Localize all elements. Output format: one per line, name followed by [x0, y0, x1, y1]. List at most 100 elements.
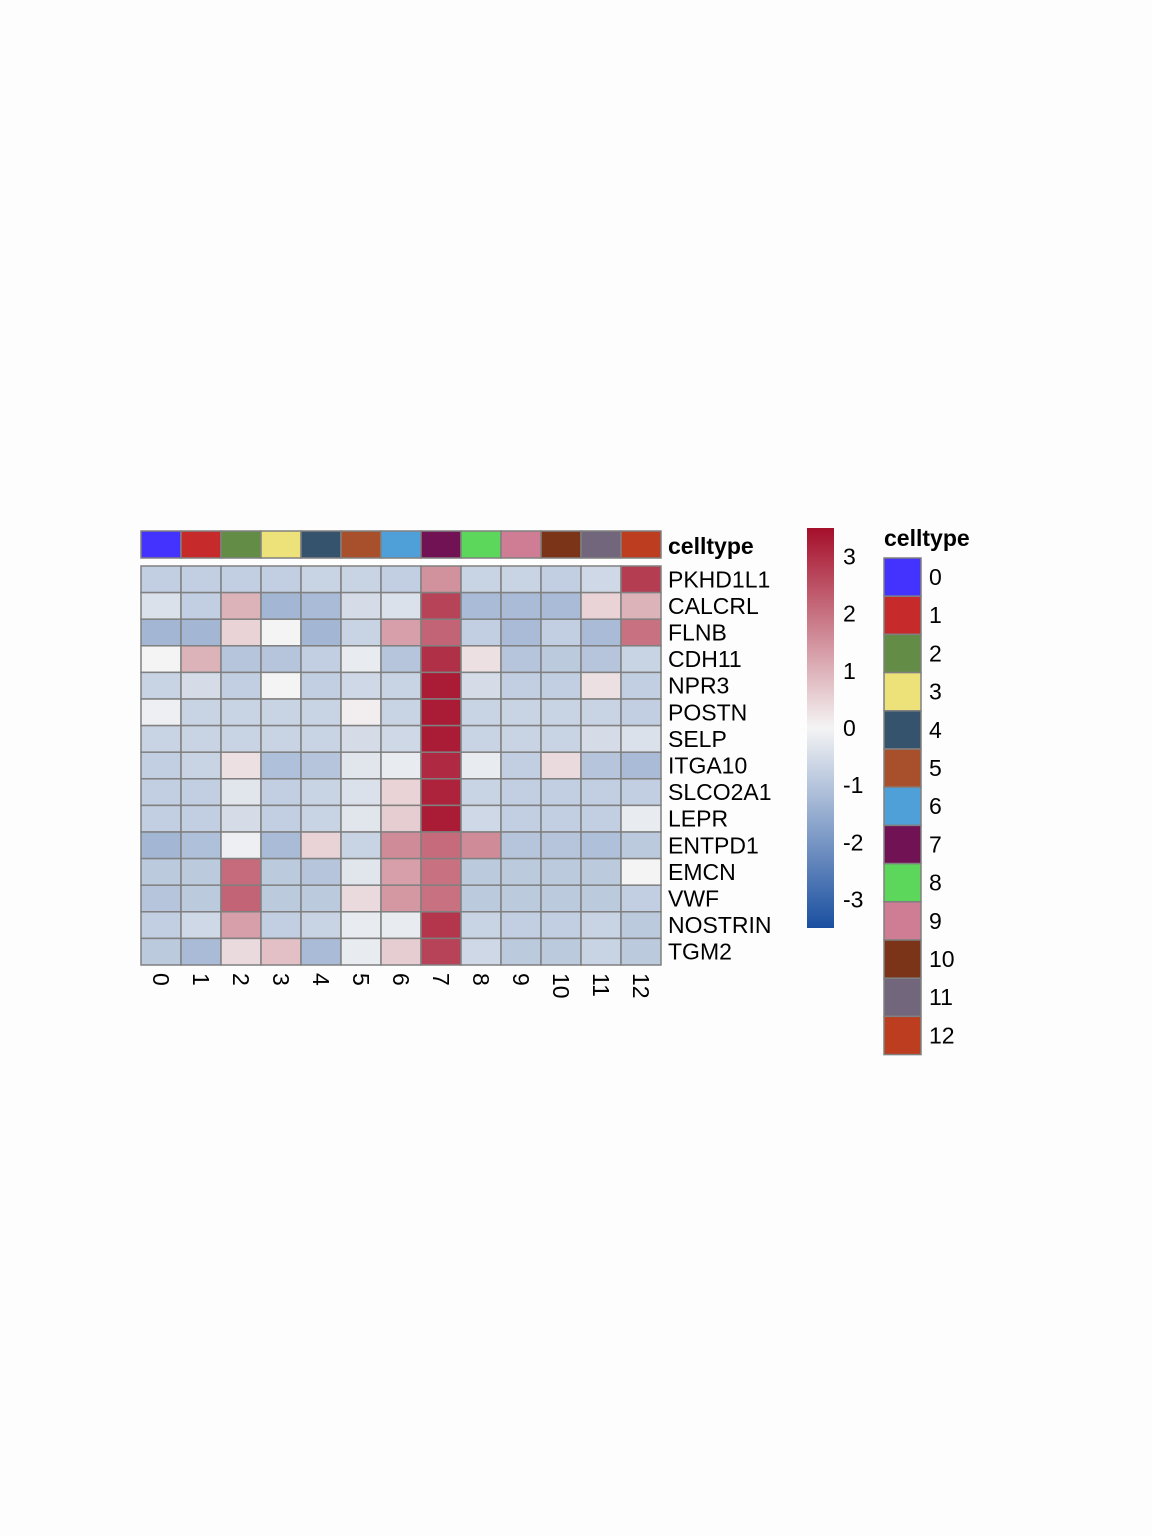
heatmap-cell — [220, 804, 262, 833]
heatmap-cell — [260, 671, 302, 700]
heatmap-cell — [620, 804, 662, 833]
heatmap-cell — [420, 884, 462, 913]
heatmap-cell — [180, 698, 222, 727]
heatmap-cell — [220, 778, 262, 807]
heatmap-cell — [340, 911, 382, 940]
annotation-cell-2 — [220, 530, 262, 559]
heatmap-cell — [460, 778, 502, 807]
heatmap-cell — [340, 671, 382, 700]
heatmap-cells — [140, 565, 662, 966]
heatmap-cell — [340, 831, 382, 860]
heatmap-cell — [220, 565, 262, 594]
legend-swatch-3 — [883, 671, 922, 712]
heatmap-cell — [620, 724, 662, 753]
heatmap-cell — [380, 911, 422, 940]
heatmap-cell — [340, 591, 382, 620]
heatmap-cell — [380, 565, 422, 594]
heatmap-cell — [540, 591, 582, 620]
heatmap-cell — [140, 937, 182, 966]
annotation-cell-12 — [620, 530, 662, 559]
heatmap-cell — [260, 565, 302, 594]
heatmap-cell — [180, 778, 222, 807]
legend-swatch-5 — [883, 748, 922, 788]
column-label-5: 5 — [348, 973, 374, 986]
heatmap-cell — [180, 565, 222, 594]
heatmap-cell — [500, 778, 542, 807]
legend-label-7: 7 — [929, 831, 942, 857]
heatmap-cell — [260, 911, 302, 940]
heatmap-cell — [500, 724, 542, 753]
heatmap-cell — [380, 831, 422, 860]
column-labels: 0 1 2 3 4 5 6 7 8 9 10 11 12 — [148, 973, 654, 999]
heatmap-cell — [180, 911, 222, 940]
heatmap-cell — [420, 857, 462, 886]
heatmap-cell — [260, 778, 302, 807]
legend-swatch-12 — [883, 1015, 922, 1056]
legend-swatch-11 — [883, 977, 922, 1018]
heatmap-cell — [300, 751, 342, 780]
legend-label-3: 3 — [929, 679, 942, 705]
heatmap-cell — [380, 804, 422, 833]
legend-swatch-10 — [883, 939, 922, 979]
heatmap-cell — [500, 937, 542, 966]
heatmap-cell — [540, 618, 582, 647]
row-label-TGM2: TGM2 — [668, 939, 732, 965]
heatmap-cell — [220, 751, 262, 780]
heatmap-cell — [460, 884, 502, 913]
heatmap-cell — [180, 804, 222, 833]
heatmap-cell — [180, 645, 222, 674]
legend-swatch-8 — [883, 862, 922, 903]
heatmap-cell — [380, 724, 422, 753]
heatmap-cell — [500, 857, 542, 886]
heatmap-cell — [540, 698, 582, 727]
heatmap-cell — [620, 618, 662, 647]
legend-swatch-6 — [883, 786, 922, 827]
heatmap-cell — [300, 884, 342, 913]
heatmap-cell — [180, 724, 222, 753]
legend-swatch-4 — [883, 710, 922, 750]
heatmap-cell — [180, 671, 222, 700]
heatmap-cell — [460, 937, 502, 966]
heatmap-cell — [340, 804, 382, 833]
row-label-NPR3: NPR3 — [668, 673, 729, 699]
heatmap-cell — [180, 937, 222, 966]
heatmap-cell — [300, 724, 342, 753]
scale-tick-label: 0 — [843, 715, 856, 741]
heatmap-cell — [300, 645, 342, 674]
heatmap-cell — [380, 591, 422, 620]
heatmap-cell — [220, 645, 262, 674]
heatmap-cell — [420, 645, 462, 674]
heatmap-cell — [300, 937, 342, 966]
heatmap-cell — [580, 671, 622, 700]
heatmap-cell — [380, 937, 422, 966]
annotation-cell-11 — [580, 530, 622, 559]
heatmap-cell — [620, 857, 662, 886]
heatmap-cell — [460, 751, 502, 780]
heatmap-cell — [460, 618, 502, 647]
heatmap-cell — [220, 911, 262, 940]
heatmap-cell — [380, 645, 422, 674]
heatmap-cell — [260, 937, 302, 966]
legend-label-4: 4 — [929, 717, 942, 743]
heatmap-cell — [180, 591, 222, 620]
heatmap-cell — [620, 565, 662, 594]
annotation-cell-1 — [180, 530, 222, 559]
row-label-ITGA10: ITGA10 — [668, 753, 747, 779]
scale-tick-label: -1 — [843, 772, 863, 798]
heatmap-cell — [140, 884, 182, 913]
heatmap-cell — [460, 671, 502, 700]
legend-label-2: 2 — [929, 640, 942, 666]
heatmap-cell — [140, 671, 182, 700]
legend-label-11: 11 — [929, 984, 953, 1010]
heatmap-cell — [580, 911, 622, 940]
heatmap-cell — [420, 778, 462, 807]
row-label-PKHD1L1: PKHD1L1 — [668, 566, 770, 592]
heatmap-cell — [380, 671, 422, 700]
heatmap-cell — [460, 645, 502, 674]
heatmap-cell — [340, 778, 382, 807]
annotation-cell-4 — [300, 530, 342, 559]
scale-tick-label: 2 — [843, 601, 856, 627]
heatmap-cell — [620, 911, 662, 940]
annotation-cell-9 — [500, 530, 542, 559]
